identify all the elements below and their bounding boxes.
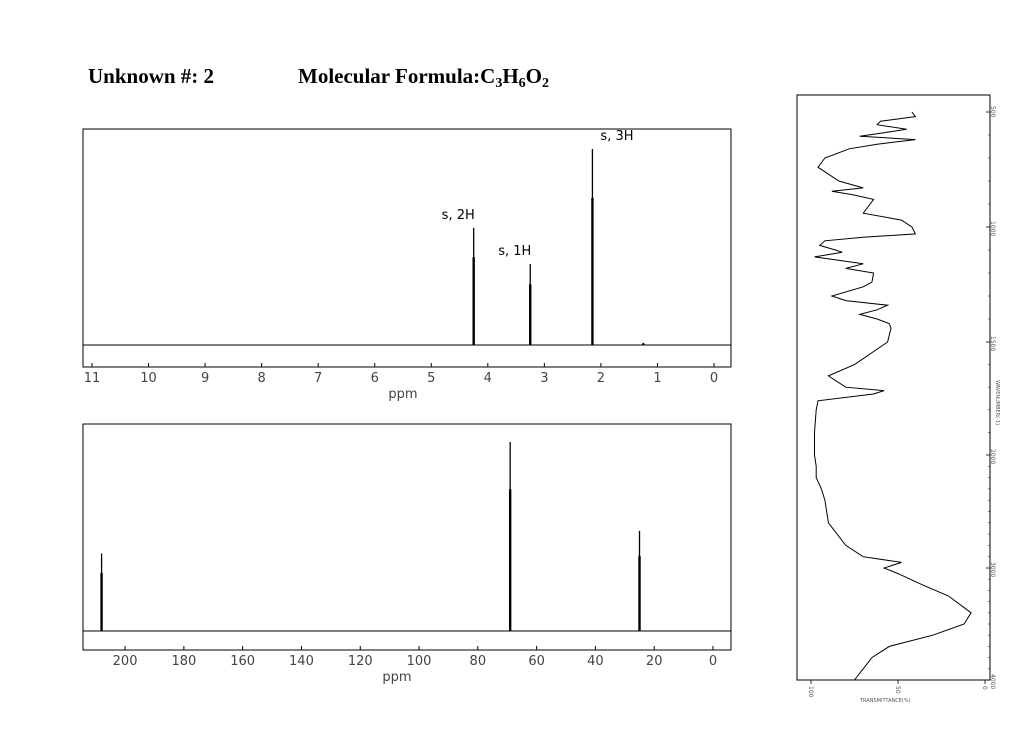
peak-label: s, 3H [600,129,634,145]
x-axis-label: ppm [388,387,418,402]
x-tick-label: 160 [230,654,256,669]
formula-element: C [480,64,496,88]
formula-value: C3H6O2 [480,64,550,91]
ir-x-tick-label: 4000 [989,674,996,690]
unknown-number-label: Unknown #: 2 [88,64,215,88]
x-tick-label: 11 [83,371,101,386]
formula-subscript: 2 [542,76,550,91]
x-tick-label: 5 [427,371,436,386]
x-tick-label: 180 [171,654,197,669]
h-nmr-frame [82,128,732,368]
ir-spectrum-line [814,111,972,681]
x-tick-label: 8 [257,371,266,386]
x-axis-label: ppm [382,670,412,685]
x-tick-label: 80 [469,654,487,669]
x-tick-label: 6 [370,371,379,386]
molecular-formula-label: Molecular Formula:C3H6O2 [298,64,550,91]
x-tick-label: 7 [314,371,323,386]
formula-subscript: 3 [495,76,503,91]
ir-y-tick-label: 50 [894,686,901,694]
x-tick-label: 140 [289,654,314,669]
ir-frame [796,94,991,681]
x-tick-label: 4 [483,371,492,386]
ir-y-tick-label: 100 [807,686,814,698]
formula-prefix: Molecular Formula: [298,64,481,88]
ir-y-tick-label: 0 [981,686,988,690]
x-tick-label: 3 [540,371,549,386]
peak-label: s, 2H [441,207,475,223]
x-tick-label: 10 [140,371,157,386]
x-tick-label: 2 [596,371,606,386]
x-tick-label: 40 [587,654,604,669]
x-tick-label: 120 [347,654,373,669]
ir-x-tick-label: 1000 [989,221,996,237]
x-tick-label: 0 [709,371,719,386]
ir-x-tick-label: 2000 [989,449,996,465]
formula-element: H [502,64,519,88]
formula-subscript: 6 [518,76,526,91]
c-nmr-frame [82,423,732,651]
x-tick-label: 20 [645,654,663,669]
ir-x-axis-label: WAVENUMBER(-1) [994,380,1000,426]
ir-y-axis-label: TRANSMITTANCE(%) [860,698,911,704]
x-tick-label: 100 [406,654,432,669]
ir-x-tick-label: 1500 [989,336,996,352]
ir-x-tick-label: 3000 [989,562,996,578]
ir-x-tick-label: 500 [989,106,996,118]
x-tick-label: 1 [653,371,662,386]
x-tick-label: 60 [528,654,545,669]
x-tick-label: 9 [200,371,210,386]
formula-element: O [525,64,543,88]
x-tick-label: 200 [112,654,138,669]
peak-label: s, 1H [498,244,532,260]
x-tick-label: 0 [708,654,718,669]
